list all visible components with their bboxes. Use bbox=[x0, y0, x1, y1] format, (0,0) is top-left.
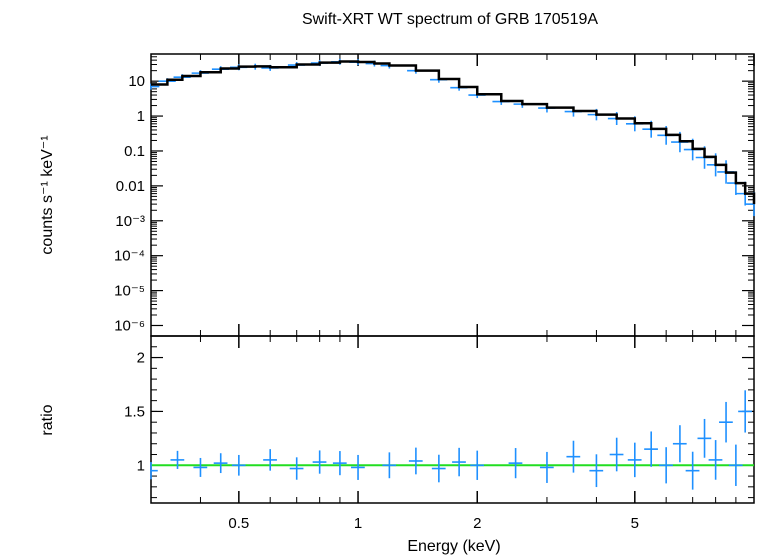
y-tick-label: 1 bbox=[137, 108, 145, 125]
x-axis-label: Energy (keV) bbox=[407, 538, 500, 555]
y-tick-label: 10⁻⁵ bbox=[114, 283, 145, 300]
y-tick-label: 10⁻⁶ bbox=[114, 317, 145, 334]
spectrum-y-axis-label: counts s⁻¹ keV⁻¹ bbox=[39, 135, 56, 254]
spectrum-axis-ticks: 10 1 0.1 0.01 10⁻³ 10⁻⁴ 10⁻⁵ 10⁻⁶ bbox=[114, 53, 755, 336]
y-tick-label: 10⁻³ bbox=[115, 213, 145, 230]
x-tick-label: 2 bbox=[473, 515, 481, 532]
ratio-panel-frame bbox=[150, 335, 755, 504]
ratio-y-axis-label: ratio bbox=[39, 404, 56, 435]
spectrum-model-line bbox=[151, 60, 756, 205]
chart-title: Swift-XRT WT spectrum of GRB 170519A bbox=[302, 11, 598, 28]
y-tick-label: 10⁻⁴ bbox=[114, 248, 145, 265]
x-tick-label: 1 bbox=[354, 515, 362, 532]
y-tick-label: 1 bbox=[137, 457, 145, 474]
y-tick-label: 10 bbox=[128, 73, 145, 90]
y-tick-label: 0.1 bbox=[124, 143, 145, 160]
y-tick-label: 0.01 bbox=[116, 178, 145, 195]
ratio-data-series bbox=[150, 390, 752, 490]
spectrum-data-series bbox=[150, 58, 755, 217]
y-tick-label: 1.5 bbox=[124, 403, 145, 420]
x-tick-label: 0.5 bbox=[228, 515, 249, 532]
spectrum-panel-frame bbox=[150, 53, 755, 337]
y-tick-label: 2 bbox=[137, 350, 145, 367]
spectrum-model-series bbox=[151, 60, 756, 205]
x-tick-label: 5 bbox=[631, 515, 639, 532]
